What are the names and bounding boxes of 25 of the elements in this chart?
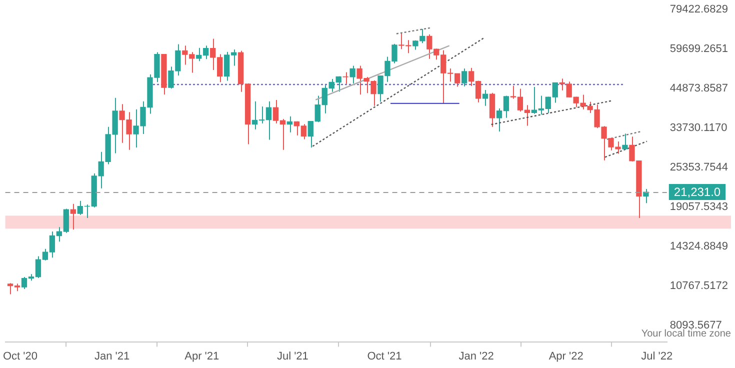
candlestick (622, 133, 628, 150)
annotation: Your local time zone (641, 328, 732, 340)
x-tick-label: Jan '21 (94, 350, 130, 362)
candlestick (643, 188, 649, 204)
candlestick (70, 203, 76, 230)
y-tick-label: 59699.2651 (670, 43, 728, 56)
y-tick-label: 25353.7544 (670, 162, 728, 174)
y-tick-label: 14324.8849 (670, 240, 728, 253)
y-tick-label: 44873.8587 (670, 82, 728, 95)
candlestick (350, 65, 356, 84)
candlestick (286, 116, 293, 133)
y-tick-label: 19057.5343 (670, 201, 728, 214)
y-tick-label: 33730.1170 (670, 122, 728, 134)
ref-line-label: 21,231.0 (674, 184, 721, 199)
x-tick-label: Jul '21 (276, 350, 308, 362)
x-tick-label: Oct '21 (367, 350, 402, 362)
x-tick-label: Oct '20 (2, 350, 38, 362)
x-tick-label: Jan '22 (458, 350, 494, 362)
candlestick (461, 68, 468, 87)
x-tick-label: Jul '22 (641, 350, 673, 362)
x-tick-label: Apr '22 (548, 350, 584, 362)
y-tick-label: 10767.5172 (670, 280, 728, 292)
x-tick-label: Apr '21 (184, 350, 220, 362)
candlestick (342, 72, 348, 84)
y-tick-label: 79422.6829 (670, 4, 728, 16)
